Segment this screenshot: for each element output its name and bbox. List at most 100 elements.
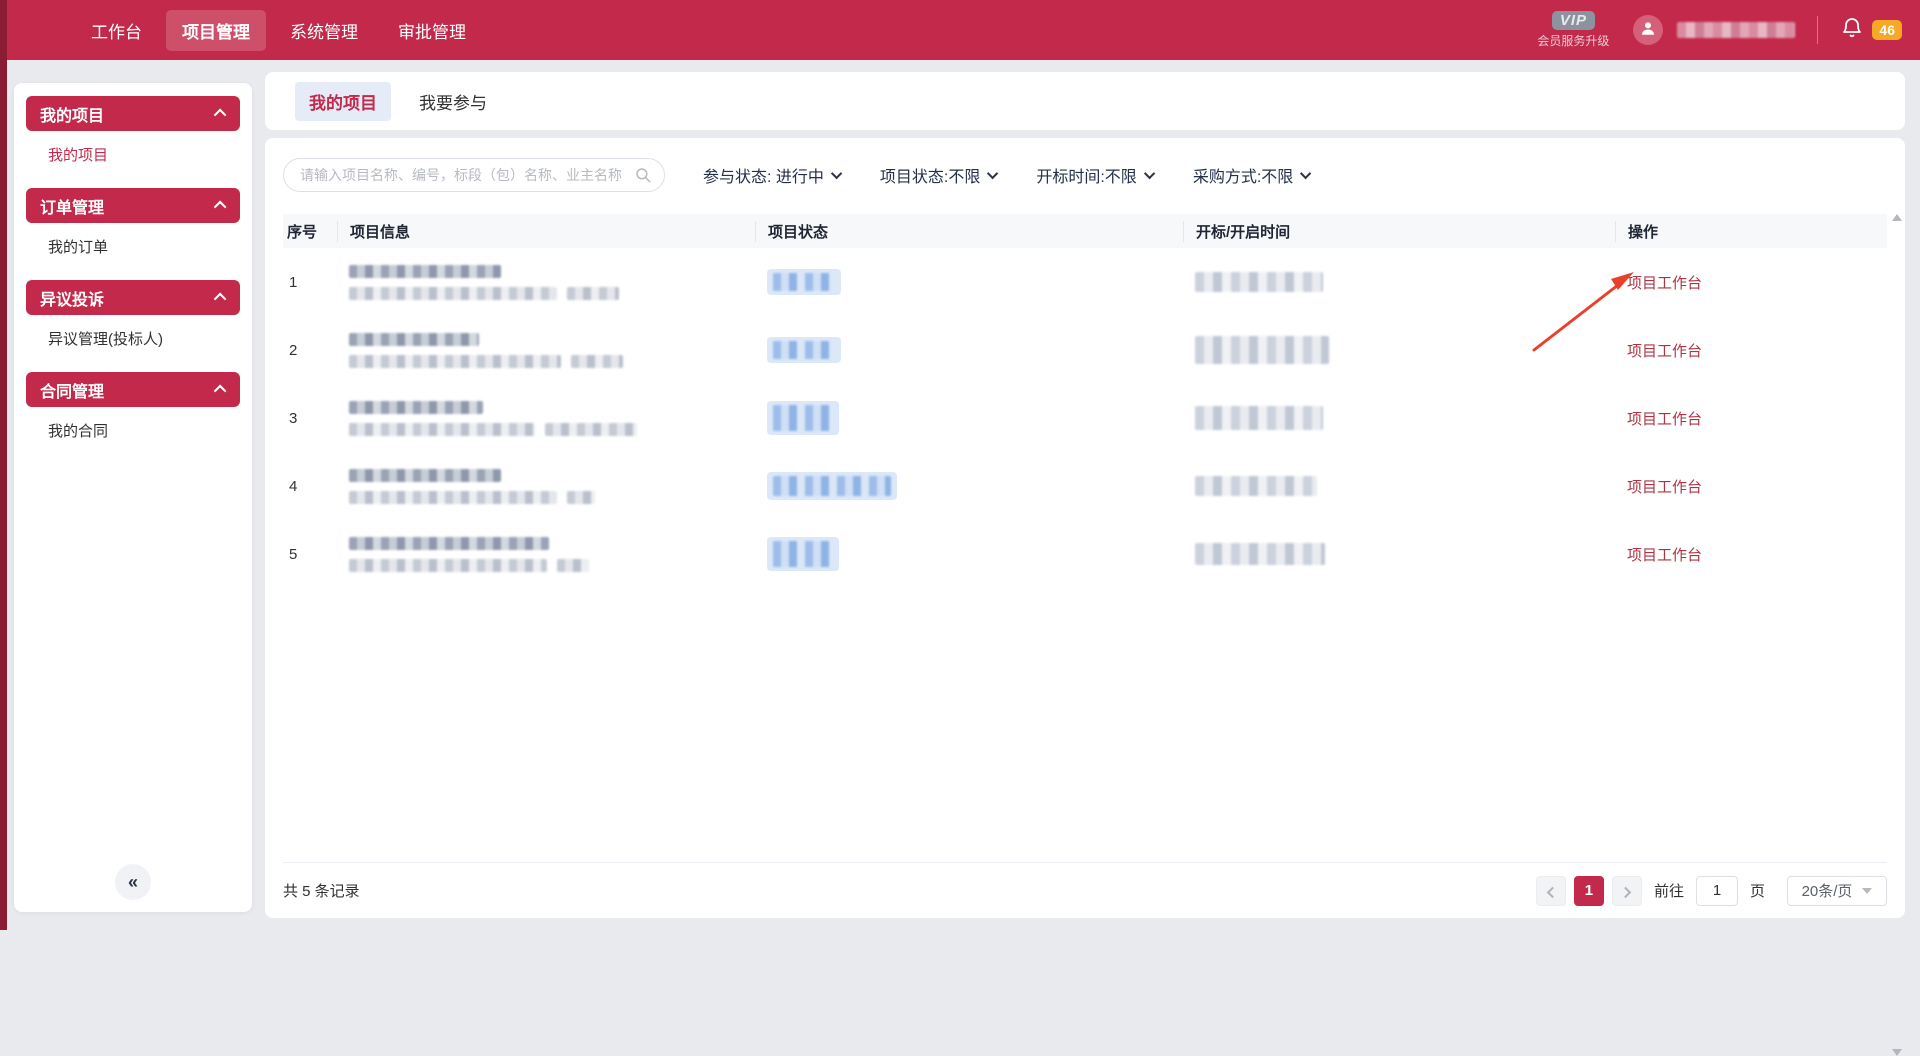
scroll-up-arrow[interactable]: [1892, 214, 1902, 221]
redacted-time: [1195, 272, 1323, 292]
filter-participation-status[interactable]: 参与状态: 进行中: [703, 163, 843, 187]
filter-label: 参与状态: 进行中: [703, 169, 824, 186]
redacted-title: [349, 536, 549, 550]
row-index: 4: [289, 477, 298, 495]
redacted-subtitle: [349, 490, 557, 504]
vip-upgrade[interactable]: VIP 会员服务升级: [1537, 11, 1609, 49]
notification-count-badge: 46: [1872, 20, 1902, 40]
row-index: 1: [289, 273, 298, 291]
redacted-title: [349, 400, 483, 414]
projects-table: 序号 项目信息 项目状态 开标/开启时间 操作 1 项目工作台 2: [283, 214, 1887, 588]
redacted-status: [773, 273, 835, 291]
chevron-up-icon: [213, 108, 227, 122]
status-cell: [755, 401, 1183, 435]
action-cell: 项目工作台: [1615, 340, 1887, 361]
current-page-button[interactable]: 1: [1573, 875, 1604, 906]
status-badge: [767, 337, 841, 363]
bell-icon: [1840, 16, 1864, 45]
content-card: 参与状态: 进行中 项目状态:不限 开标时间:不限 采购方式:不限 序号 项目信…: [265, 138, 1905, 1056]
row-index: 2: [289, 341, 298, 359]
status-badge: [767, 401, 839, 435]
header-index: 序号: [287, 223, 318, 241]
action-cell: 项目工作台: [1615, 544, 1887, 565]
scroll-down-arrow[interactable]: [1892, 1049, 1902, 1056]
redacted-tag: [567, 490, 595, 504]
action-cell: 项目工作台: [1615, 408, 1887, 429]
username-redacted[interactable]: [1677, 22, 1796, 38]
sidebar-section-contract-management[interactable]: 合同管理: [26, 372, 240, 407]
search-box: [283, 158, 665, 192]
redacted-time: [1195, 543, 1325, 565]
chevron-down-icon: [830, 167, 843, 180]
project-workbench-link[interactable]: 项目工作台: [1627, 274, 1703, 292]
project-workbench-link[interactable]: 项目工作台: [1627, 410, 1703, 428]
sidebar-item-my-projects[interactable]: 我的项目: [48, 147, 109, 164]
status-badge: [767, 472, 897, 500]
project-info-redacted: [337, 468, 755, 504]
project-info-redacted: [337, 332, 755, 368]
nav-item-project-management[interactable]: 项目管理: [166, 9, 266, 51]
filter-label: 采购方式:不限: [1192, 169, 1294, 186]
redacted-title: [349, 264, 501, 278]
section-header-label: 订单管理: [40, 199, 105, 217]
project-workbench-link[interactable]: 项目工作台: [1627, 342, 1703, 360]
project-workbench-link[interactable]: 项目工作台: [1627, 478, 1703, 496]
redacted-status: [773, 405, 833, 431]
chevron-down-icon: [1143, 167, 1156, 180]
redacted-tag: [545, 422, 637, 436]
project-info-redacted: [337, 400, 755, 436]
project-workbench-link[interactable]: 项目工作台: [1627, 546, 1703, 564]
chevron-up-icon: [213, 384, 227, 398]
redacted-subtitle: [349, 422, 535, 436]
header-actions: 操作: [1615, 220, 1887, 242]
filter-bid-opening-time[interactable]: 开标时间:不限: [1036, 163, 1156, 187]
sidebar-section-order-management[interactable]: 订单管理: [26, 188, 240, 223]
redacted-status: [773, 341, 835, 359]
redacted-title: [349, 468, 501, 482]
notifications[interactable]: 46: [1840, 16, 1902, 45]
caret-down-icon: [1862, 887, 1873, 894]
search-input[interactable]: [300, 167, 634, 183]
goto-page-input[interactable]: [1695, 875, 1738, 906]
redacted-subtitle: [349, 558, 547, 572]
page-size-select[interactable]: 20条/页: [1787, 875, 1887, 906]
redacted-tag: [567, 286, 619, 300]
action-cell: 项目工作台: [1615, 272, 1887, 293]
vip-icon: VIP: [1551, 11, 1595, 30]
tab-my-projects[interactable]: 我的项目: [295, 81, 391, 121]
sidebar-section-my-projects[interactable]: 我的项目: [26, 96, 240, 131]
next-page-button[interactable]: [1611, 875, 1642, 906]
table-header: 序号 项目信息 项目状态 开标/开启时间 操作: [283, 214, 1887, 248]
nav-item-approval-management[interactable]: 审批管理: [398, 22, 466, 42]
time-cell: [1183, 543, 1615, 565]
status-cell: [755, 537, 1183, 571]
tabs-bar: 我的项目 我要参与: [265, 72, 1905, 130]
time-cell: [1183, 476, 1615, 496]
sidebar-collapse-button[interactable]: «: [115, 864, 151, 900]
chevron-down-icon: [1300, 167, 1312, 180]
person-icon: [1639, 19, 1657, 42]
sidebar-item-objection-management[interactable]: 异议管理(投标人): [48, 331, 163, 348]
nav-item-workbench[interactable]: 工作台: [91, 22, 142, 42]
page-label: 页: [1749, 883, 1765, 900]
left-edge-strip: [0, 0, 7, 930]
vip-upgrade-label: 会员服务升级: [1537, 34, 1610, 48]
filter-project-status[interactable]: 项目状态:不限: [880, 163, 999, 187]
redacted-time: [1195, 476, 1317, 496]
sidebar-item-my-orders[interactable]: 我的订单: [48, 239, 109, 256]
project-info-redacted: [337, 264, 755, 300]
tab-want-to-participate[interactable]: 我要参与: [419, 93, 487, 113]
chevron-left-icon: [1546, 886, 1559, 898]
search-icon[interactable]: [634, 166, 652, 184]
status-badge: [767, 269, 841, 295]
user-avatar[interactable]: [1633, 15, 1664, 45]
table-row: 2 项目工作台: [283, 316, 1887, 384]
sidebar-section-objection-complaint[interactable]: 异议投诉: [26, 280, 240, 315]
filter-procurement-method[interactable]: 采购方式:不限: [1192, 163, 1312, 187]
top-navbar: 工作台 项目管理 系统管理 审批管理 VIP 会员服务升级 46: [0, 0, 1920, 60]
sidebar-item-my-contracts[interactable]: 我的合同: [48, 423, 109, 440]
chevron-down-icon: [987, 167, 999, 180]
nav-item-system-management[interactable]: 系统管理: [290, 22, 358, 42]
main-nav: 工作台 项目管理 系统管理 审批管理: [75, 9, 482, 51]
prev-page-button[interactable]: [1535, 875, 1566, 906]
